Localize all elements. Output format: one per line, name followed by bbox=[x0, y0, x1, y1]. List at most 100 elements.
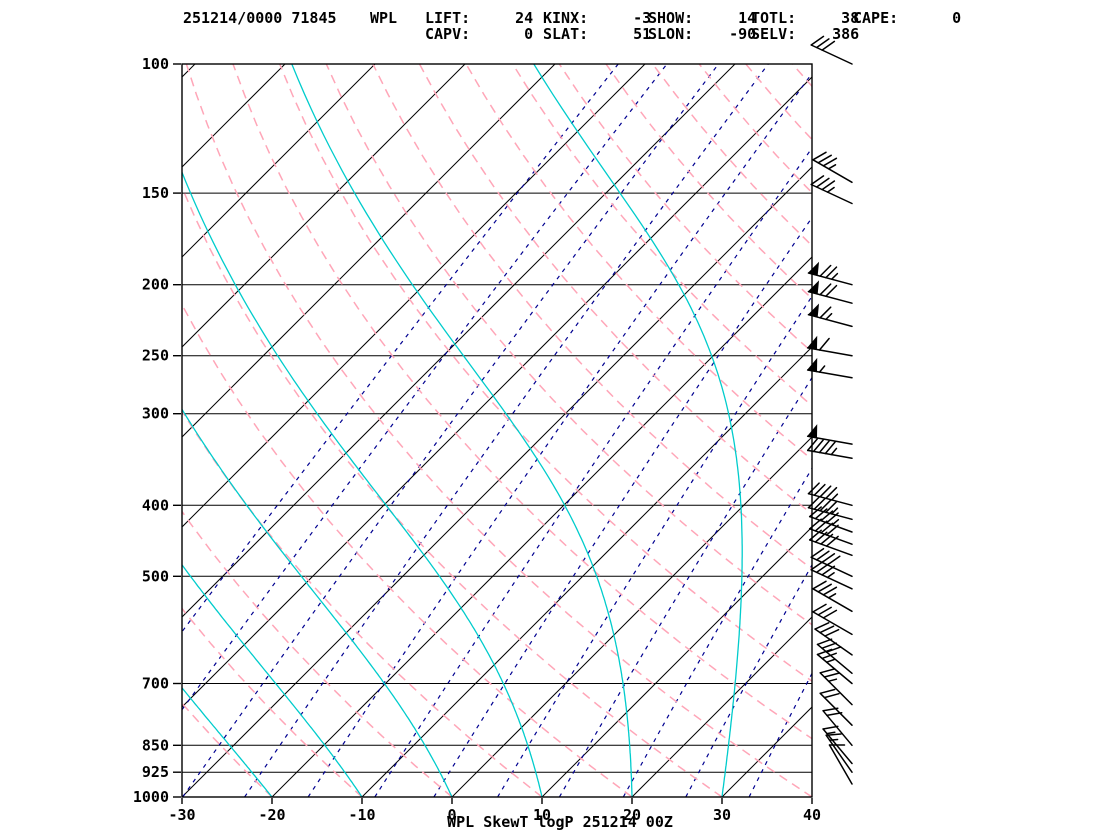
dry-adiabat-line bbox=[232, 64, 812, 740]
index-capv: CAPV: 0 bbox=[425, 25, 533, 43]
isotherm-line bbox=[631, 616, 812, 797]
barb-feather bbox=[823, 692, 840, 699]
isotherm-line bbox=[182, 64, 466, 348]
index-slon: SLON: -90 bbox=[648, 25, 756, 43]
index-label: SLON: bbox=[648, 25, 694, 43]
wind-barb bbox=[806, 335, 853, 357]
index-value: 0 bbox=[952, 9, 962, 27]
index-kinx: KINX: -3 bbox=[543, 9, 651, 27]
isotherm-line bbox=[182, 64, 556, 438]
dry-adiabat-line bbox=[605, 64, 812, 300]
header-line-1: 251214/0000 71845 WPL LIFT: 24 KINX: -3 SHOW… bbox=[183, 9, 1113, 27]
dry-adiabat-line bbox=[182, 409, 543, 797]
barb-feather bbox=[810, 547, 825, 559]
wind-barb bbox=[812, 580, 853, 613]
mixing-ratio-line bbox=[622, 467, 812, 797]
wind-barb bbox=[814, 622, 853, 656]
moist-adiabat-line bbox=[182, 686, 273, 797]
barb-feather bbox=[810, 35, 825, 46]
barb-pennant bbox=[807, 303, 820, 318]
dry-adiabat-line bbox=[465, 64, 812, 461]
wind-barb bbox=[816, 648, 853, 685]
index-label: CAPE: bbox=[853, 9, 899, 27]
barb-feather bbox=[817, 154, 832, 164]
barb-pennant bbox=[807, 261, 820, 276]
barb-feather bbox=[819, 625, 835, 634]
barb-feather bbox=[808, 518, 822, 530]
barb-feather bbox=[822, 157, 838, 167]
barb-feather bbox=[823, 672, 840, 678]
index-value: 0 bbox=[524, 25, 534, 43]
sounding-curves bbox=[205, 64, 685, 788]
barb-feather bbox=[817, 583, 832, 593]
barb-half-feather bbox=[830, 272, 839, 280]
mixing-ratio-line bbox=[558, 376, 812, 797]
wind-barb bbox=[806, 438, 853, 459]
dry-adiabat-line bbox=[839, 64, 1120, 797]
wind-barb bbox=[807, 482, 853, 507]
barb-feather bbox=[818, 440, 830, 454]
barb-feather bbox=[822, 707, 839, 712]
wind-barb bbox=[828, 744, 853, 785]
dry-adiabat-line bbox=[372, 64, 812, 570]
index-label: KINX: bbox=[543, 9, 589, 27]
barb-feather bbox=[824, 628, 840, 637]
barb-half-feather bbox=[826, 186, 835, 193]
barb-half-feather bbox=[828, 738, 839, 741]
site-code: WPL bbox=[370, 9, 398, 27]
isotherm-line bbox=[182, 76, 812, 708]
barb-feather bbox=[820, 533, 834, 545]
pressure-tick-label: 925 bbox=[142, 763, 169, 781]
dry-adiabat-line bbox=[182, 510, 453, 797]
index-value: 24 bbox=[515, 9, 534, 27]
barb-feather bbox=[819, 485, 832, 498]
barb-half-feather bbox=[831, 518, 840, 526]
mixing-ratio-line bbox=[497, 295, 812, 797]
barb-feather bbox=[819, 264, 832, 277]
barb-feather bbox=[812, 580, 827, 590]
barb-feather bbox=[825, 646, 842, 653]
barb-feather bbox=[807, 496, 820, 509]
pressure-tick-label: 850 bbox=[142, 736, 169, 754]
chart-caption: WPL SkewT logP 251214 00Z bbox=[447, 813, 673, 831]
temperature-tick-label: 30 bbox=[713, 806, 731, 824]
isotherm-line bbox=[541, 526, 812, 797]
wind-barb bbox=[819, 688, 853, 726]
wind-barb bbox=[807, 261, 853, 286]
barb-feather bbox=[821, 565, 836, 576]
dry-adiabat-line bbox=[182, 607, 363, 797]
barb-feather bbox=[814, 622, 830, 630]
barb-feather bbox=[812, 151, 827, 161]
barb-feather bbox=[820, 522, 834, 534]
index-label: CAPV: bbox=[425, 25, 471, 43]
dry-adiabat-line bbox=[325, 64, 812, 626]
dry-adiabat-line bbox=[182, 702, 273, 797]
barb-feather bbox=[808, 529, 822, 541]
dry-adiabat-line bbox=[698, 64, 812, 194]
dry-adiabat-line bbox=[512, 64, 812, 407]
mixing-ratio-line bbox=[182, 64, 619, 633]
wind-barb bbox=[806, 424, 853, 445]
barb-half-feather bbox=[818, 365, 826, 373]
pressure-tick-label: 100 bbox=[142, 55, 169, 73]
barb-feather bbox=[825, 535, 839, 547]
mixing-ratio-line bbox=[374, 147, 812, 797]
barb-feather bbox=[822, 609, 838, 619]
barb-feather bbox=[810, 560, 825, 571]
barb-half-feather bbox=[827, 593, 837, 599]
barb-feather bbox=[806, 438, 819, 452]
barb-feather bbox=[826, 712, 843, 717]
pressure-tick-label: 200 bbox=[142, 276, 169, 294]
barb-feather bbox=[816, 638, 833, 646]
barb-half-feather bbox=[825, 312, 833, 321]
wind-barb bbox=[808, 506, 853, 533]
pressure-tick-label: 250 bbox=[142, 347, 169, 365]
barb-feather bbox=[812, 603, 827, 613]
moist-adiabat-line bbox=[291, 64, 633, 797]
header-line-2: CAPV: 0 SLAT: 51 SLON: -90 SELV: 386 bbox=[183, 25, 1113, 43]
wind-barb bbox=[822, 707, 853, 747]
mixing-ratio-line bbox=[307, 72, 812, 797]
wind-barb-column bbox=[806, 35, 853, 785]
dry-adiabat-line bbox=[791, 64, 812, 88]
